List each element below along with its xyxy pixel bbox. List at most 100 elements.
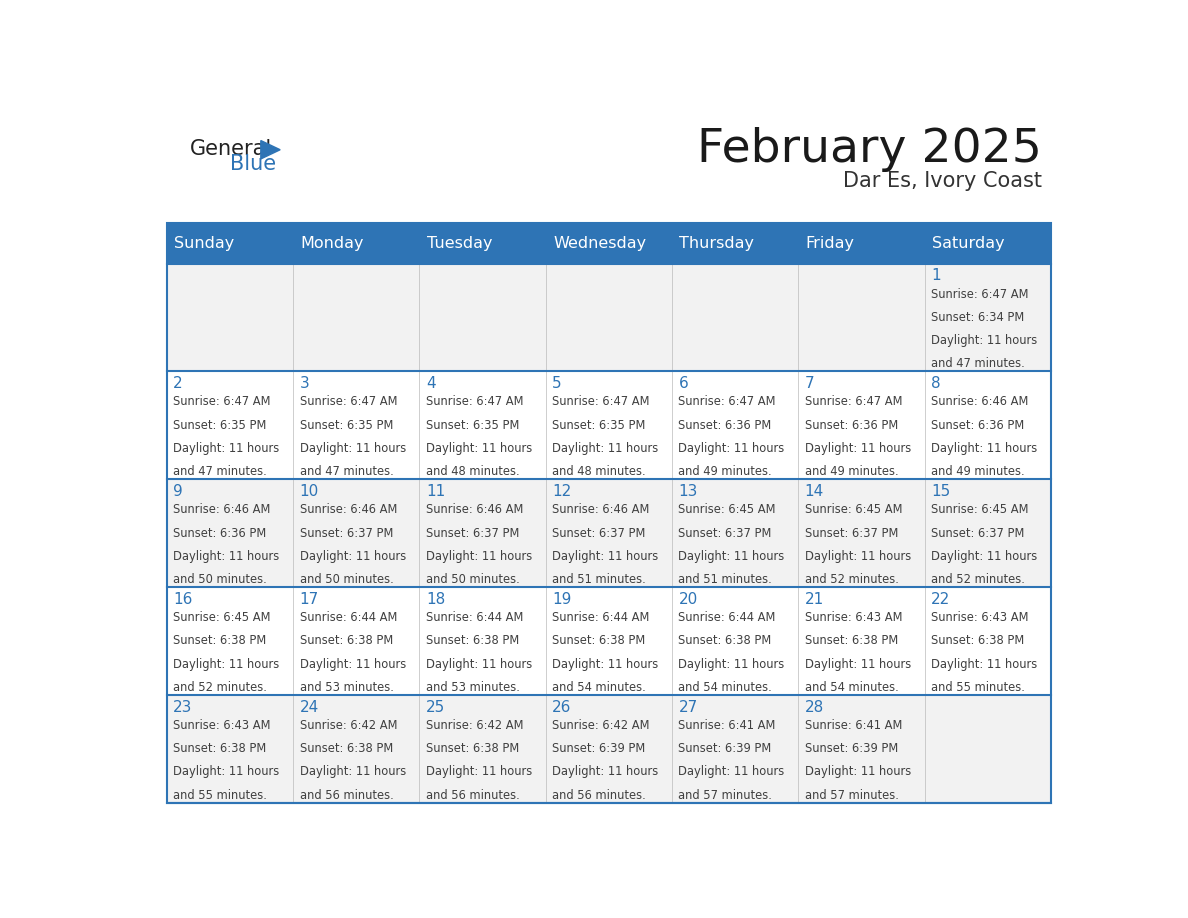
Polygon shape bbox=[261, 140, 280, 159]
Text: Daylight: 11 hours: Daylight: 11 hours bbox=[299, 657, 406, 670]
Text: and 50 minutes.: and 50 minutes. bbox=[425, 573, 519, 586]
Text: 21: 21 bbox=[804, 592, 824, 607]
Text: Sunset: 6:36 PM: Sunset: 6:36 PM bbox=[678, 419, 772, 431]
Text: 17: 17 bbox=[299, 592, 318, 607]
Text: and 51 minutes.: and 51 minutes. bbox=[552, 573, 646, 586]
Text: Wednesday: Wednesday bbox=[554, 236, 646, 251]
Text: Sunrise: 6:45 AM: Sunrise: 6:45 AM bbox=[804, 503, 902, 516]
Text: Sunrise: 6:46 AM: Sunrise: 6:46 AM bbox=[299, 503, 397, 516]
Text: Sunset: 6:37 PM: Sunset: 6:37 PM bbox=[931, 527, 1024, 540]
Text: 10: 10 bbox=[299, 484, 318, 499]
Bar bbox=[672, 223, 798, 263]
Text: Daylight: 11 hours: Daylight: 11 hours bbox=[678, 442, 785, 454]
Text: Daylight: 11 hours: Daylight: 11 hours bbox=[425, 550, 532, 563]
Text: 13: 13 bbox=[678, 484, 697, 499]
Text: Sunset: 6:37 PM: Sunset: 6:37 PM bbox=[299, 527, 393, 540]
Text: 7: 7 bbox=[804, 376, 814, 391]
Text: Daylight: 11 hours: Daylight: 11 hours bbox=[552, 550, 658, 563]
Bar bbox=[166, 695, 293, 803]
Bar bbox=[545, 223, 672, 263]
Bar bbox=[672, 263, 798, 372]
Text: and 50 minutes.: and 50 minutes. bbox=[299, 573, 393, 586]
Text: Sunrise: 6:45 AM: Sunrise: 6:45 AM bbox=[173, 611, 271, 624]
Text: and 50 minutes.: and 50 minutes. bbox=[173, 573, 267, 586]
Text: Daylight: 11 hours: Daylight: 11 hours bbox=[804, 442, 911, 454]
Text: 9: 9 bbox=[173, 484, 183, 499]
Bar bbox=[924, 263, 1051, 372]
Text: Sunrise: 6:43 AM: Sunrise: 6:43 AM bbox=[931, 611, 1029, 624]
Text: Daylight: 11 hours: Daylight: 11 hours bbox=[804, 657, 911, 670]
Text: Daylight: 11 hours: Daylight: 11 hours bbox=[425, 766, 532, 778]
Text: 24: 24 bbox=[299, 700, 318, 715]
Bar bbox=[924, 372, 1051, 479]
Text: 28: 28 bbox=[804, 700, 824, 715]
Text: and 49 minutes.: and 49 minutes. bbox=[678, 465, 772, 478]
Text: Sunset: 6:36 PM: Sunset: 6:36 PM bbox=[173, 527, 266, 540]
Text: and 54 minutes.: and 54 minutes. bbox=[552, 681, 646, 694]
Text: Daylight: 11 hours: Daylight: 11 hours bbox=[678, 657, 785, 670]
Text: Daylight: 11 hours: Daylight: 11 hours bbox=[678, 766, 785, 778]
Text: 15: 15 bbox=[931, 484, 950, 499]
Text: Daylight: 11 hours: Daylight: 11 hours bbox=[299, 442, 406, 454]
Bar bbox=[545, 372, 672, 479]
Text: Daylight: 11 hours: Daylight: 11 hours bbox=[931, 550, 1037, 563]
Text: Sunrise: 6:47 AM: Sunrise: 6:47 AM bbox=[425, 396, 524, 409]
Text: and 56 minutes.: and 56 minutes. bbox=[425, 789, 519, 801]
Text: Sunrise: 6:47 AM: Sunrise: 6:47 AM bbox=[678, 396, 776, 409]
Bar bbox=[419, 372, 545, 479]
Text: and 57 minutes.: and 57 minutes. bbox=[678, 789, 772, 801]
Bar bbox=[545, 695, 672, 803]
Text: Sunrise: 6:44 AM: Sunrise: 6:44 AM bbox=[552, 611, 650, 624]
Text: Sunrise: 6:45 AM: Sunrise: 6:45 AM bbox=[678, 503, 776, 516]
Bar bbox=[166, 223, 1051, 803]
Text: 16: 16 bbox=[173, 592, 192, 607]
Text: Sunset: 6:35 PM: Sunset: 6:35 PM bbox=[173, 419, 267, 431]
Text: Sunrise: 6:47 AM: Sunrise: 6:47 AM bbox=[299, 396, 397, 409]
Text: General: General bbox=[190, 139, 272, 159]
Bar bbox=[419, 479, 545, 588]
Bar bbox=[166, 372, 293, 479]
Bar bbox=[419, 223, 545, 263]
Text: Sunset: 6:38 PM: Sunset: 6:38 PM bbox=[931, 634, 1024, 647]
Bar bbox=[419, 588, 545, 695]
Text: Sunrise: 6:42 AM: Sunrise: 6:42 AM bbox=[552, 719, 650, 732]
Bar bbox=[798, 695, 924, 803]
Text: and 48 minutes.: and 48 minutes. bbox=[552, 465, 646, 478]
Text: 3: 3 bbox=[299, 376, 309, 391]
Bar bbox=[419, 695, 545, 803]
Text: Daylight: 11 hours: Daylight: 11 hours bbox=[173, 550, 279, 563]
Text: Sunset: 6:38 PM: Sunset: 6:38 PM bbox=[804, 634, 898, 647]
Text: Sunset: 6:39 PM: Sunset: 6:39 PM bbox=[552, 743, 645, 756]
Text: 1: 1 bbox=[931, 268, 941, 284]
Text: Daylight: 11 hours: Daylight: 11 hours bbox=[425, 657, 532, 670]
Bar bbox=[798, 263, 924, 372]
Text: 14: 14 bbox=[804, 484, 824, 499]
Text: Tuesday: Tuesday bbox=[426, 236, 492, 251]
Text: Sunset: 6:38 PM: Sunset: 6:38 PM bbox=[173, 634, 266, 647]
Text: and 47 minutes.: and 47 minutes. bbox=[173, 465, 267, 478]
Bar bbox=[293, 479, 419, 588]
Bar bbox=[924, 588, 1051, 695]
Bar bbox=[166, 263, 293, 372]
Text: 6: 6 bbox=[678, 376, 688, 391]
Text: Sunset: 6:35 PM: Sunset: 6:35 PM bbox=[299, 419, 393, 431]
Text: Sunrise: 6:46 AM: Sunrise: 6:46 AM bbox=[425, 503, 523, 516]
Text: 20: 20 bbox=[678, 592, 697, 607]
Text: and 47 minutes.: and 47 minutes. bbox=[299, 465, 393, 478]
Text: and 51 minutes.: and 51 minutes. bbox=[678, 573, 772, 586]
Bar bbox=[924, 479, 1051, 588]
Text: Sunrise: 6:47 AM: Sunrise: 6:47 AM bbox=[931, 287, 1029, 300]
Text: Sunset: 6:35 PM: Sunset: 6:35 PM bbox=[425, 419, 519, 431]
Text: Sunrise: 6:46 AM: Sunrise: 6:46 AM bbox=[173, 503, 271, 516]
Text: Friday: Friday bbox=[805, 236, 854, 251]
Text: and 49 minutes.: and 49 minutes. bbox=[804, 465, 898, 478]
Text: 18: 18 bbox=[425, 592, 446, 607]
Bar bbox=[293, 695, 419, 803]
Text: Sunset: 6:36 PM: Sunset: 6:36 PM bbox=[804, 419, 898, 431]
Bar bbox=[798, 372, 924, 479]
Text: Daylight: 11 hours: Daylight: 11 hours bbox=[425, 442, 532, 454]
Bar bbox=[545, 479, 672, 588]
Bar bbox=[166, 588, 293, 695]
Text: Sunset: 6:37 PM: Sunset: 6:37 PM bbox=[425, 527, 519, 540]
Bar bbox=[545, 588, 672, 695]
